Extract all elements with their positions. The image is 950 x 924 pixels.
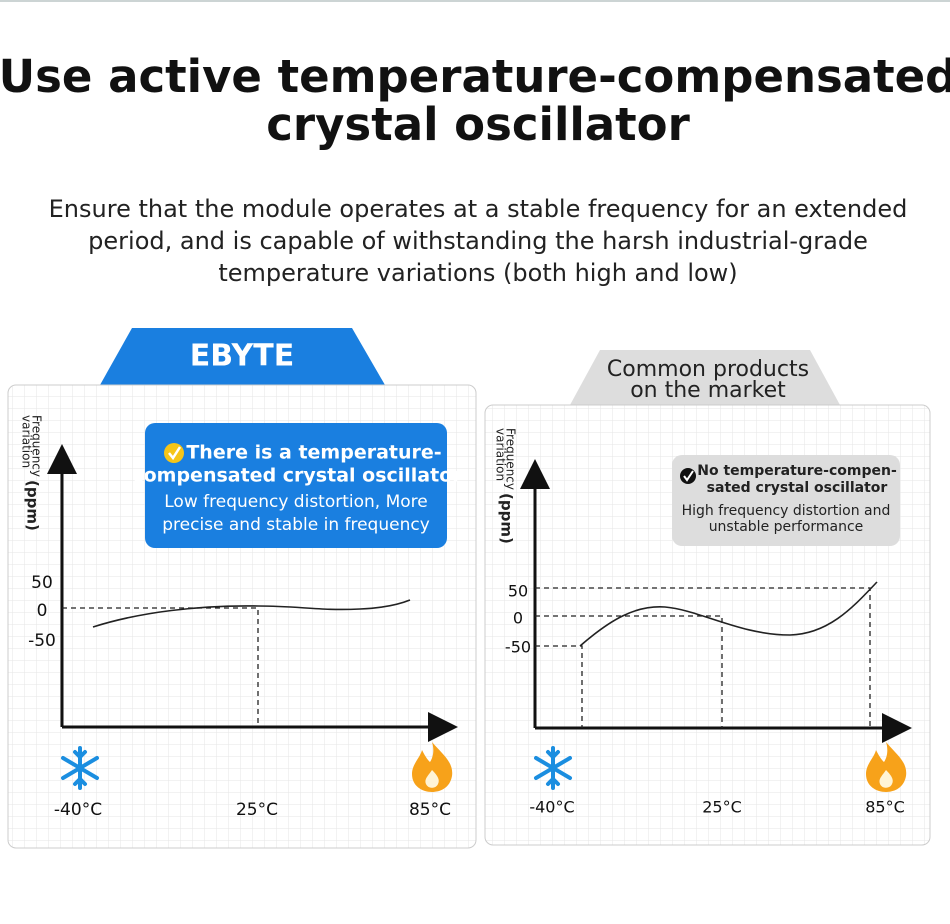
x-label: 85°C bbox=[409, 800, 451, 820]
subtitle: period, and is capable of withstanding t… bbox=[88, 227, 868, 255]
check-icon bbox=[680, 468, 696, 484]
y-tick: 50 bbox=[31, 573, 53, 593]
x-label: -40°C bbox=[529, 798, 574, 817]
y-tick: 0 bbox=[37, 601, 48, 621]
y-label: Frequency bbox=[30, 415, 44, 477]
y-tick: -50 bbox=[28, 631, 56, 651]
subtitle: Ensure that the module operates at a sta… bbox=[49, 195, 908, 223]
y-label: (ppm) bbox=[498, 493, 516, 544]
x-label: 25°C bbox=[702, 798, 742, 817]
subtitle: temperature variations (both high and lo… bbox=[218, 259, 737, 287]
y-label: variation bbox=[494, 428, 508, 481]
y-label: variation bbox=[20, 415, 34, 468]
y-label: Frequency bbox=[504, 428, 518, 490]
title: Use active temperature-compensated bbox=[0, 50, 950, 103]
y-tick: 0 bbox=[513, 609, 523, 628]
guide bbox=[62, 607, 259, 727]
curve bbox=[92, 599, 411, 628]
guide bbox=[535, 587, 871, 728]
callout-body: High frequency distortion and bbox=[682, 503, 891, 519]
callout-heading: No temperature-compen- bbox=[697, 463, 897, 479]
callout-heading: compensated crystal oscillator bbox=[132, 465, 462, 487]
tab bbox=[100, 328, 385, 385]
tab-label: EBYTE bbox=[190, 339, 294, 374]
callout-heading: There is a temperature- bbox=[186, 442, 441, 464]
x-label: 85°C bbox=[865, 798, 905, 817]
callout bbox=[145, 423, 447, 548]
callout-body: Low frequency distortion, More bbox=[164, 492, 428, 512]
y-tick: -50 bbox=[505, 638, 531, 657]
check-icon bbox=[164, 443, 184, 463]
title: crystal oscillator bbox=[266, 98, 690, 151]
tab-label: Common products bbox=[607, 357, 809, 382]
x-label: 25°C bbox=[236, 800, 278, 820]
y-tick: 50 bbox=[508, 582, 528, 601]
y-label: (ppm) bbox=[24, 480, 42, 531]
callout bbox=[672, 455, 900, 546]
callout-body: unstable performance bbox=[709, 519, 864, 535]
callout-body: precise and stable in frequency bbox=[162, 515, 430, 535]
tab bbox=[570, 350, 840, 405]
callout-heading: sated crystal oscillator bbox=[707, 480, 888, 496]
x-label: -40°C bbox=[54, 800, 102, 820]
curve bbox=[579, 581, 878, 647]
check-icon bbox=[683, 470, 694, 482]
tab-label: on the market bbox=[630, 378, 786, 403]
check-icon bbox=[168, 446, 182, 461]
